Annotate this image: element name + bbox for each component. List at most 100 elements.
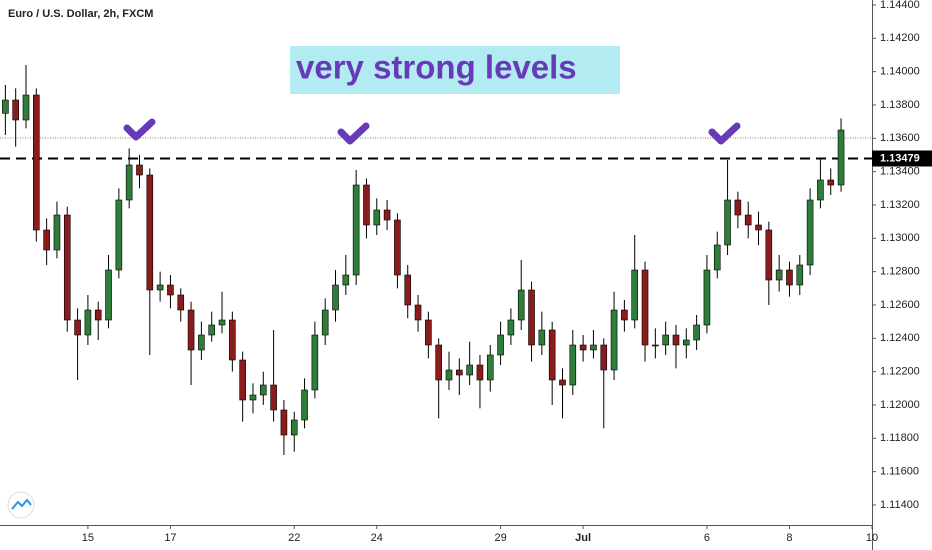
candle-body (332, 284, 339, 311)
x-tick-label: 29 (494, 532, 506, 544)
check-mark (123, 118, 156, 141)
candle-body (352, 184, 360, 276)
x-tick-label: 24 (371, 532, 383, 544)
candle-body (218, 319, 226, 326)
candle-body (12, 99, 19, 121)
candle-body (301, 389, 308, 421)
candle-body (2, 99, 9, 114)
x-tick-label: 15 (82, 532, 94, 544)
candle-body (136, 164, 143, 176)
y-tick-label: 1.13600 (880, 132, 920, 144)
candle-body (363, 184, 370, 226)
candle-body (208, 324, 216, 336)
candle-body (652, 344, 659, 347)
candle-body (569, 344, 577, 386)
candle-body (404, 274, 412, 306)
candle-body (827, 179, 835, 186)
candle-body (270, 384, 277, 411)
candle-body (425, 319, 432, 346)
candle-body (435, 344, 442, 381)
candle-body (280, 409, 288, 436)
level-label: 1.13479 (880, 152, 920, 164)
candle-body (156, 284, 164, 291)
candle-body (115, 199, 123, 271)
candle-body (579, 344, 587, 351)
candle-body (713, 244, 721, 271)
candle-body (321, 309, 329, 336)
candle-body (631, 269, 639, 321)
y-tick-label: 1.14000 (880, 66, 920, 78)
y-tick-label: 1.13800 (880, 99, 920, 111)
candle-body (22, 94, 30, 121)
candle-body (765, 229, 773, 281)
candle-body (43, 229, 50, 251)
y-tick-label: 1.11800 (880, 432, 919, 444)
x-tick-label: 8 (786, 532, 792, 544)
plot (0, 65, 872, 455)
y-tick-label: 1.13200 (880, 199, 920, 211)
candle-body (456, 369, 463, 376)
y-tick-label: 1.13000 (880, 232, 920, 244)
y-tick-label: 1.12200 (880, 366, 920, 378)
candle-body (198, 334, 205, 351)
candle-body (806, 199, 814, 266)
candle-body (548, 329, 556, 381)
y-tick-label: 1.12400 (880, 332, 920, 344)
candle-body (249, 394, 257, 401)
candle-body (610, 309, 618, 371)
check-marks (123, 118, 741, 145)
candle-body (259, 384, 267, 396)
level-label-box (872, 150, 932, 167)
candle-body (229, 319, 236, 361)
candle-body (621, 309, 628, 321)
y-tick-label: 1.11600 (880, 466, 919, 478)
candle-body (53, 214, 61, 251)
candle-body (775, 269, 783, 281)
candle-body (507, 319, 515, 336)
candle-body (755, 224, 762, 231)
annotation-text: very strong levels (296, 49, 577, 86)
candle-body (682, 339, 690, 346)
candle-body (476, 364, 484, 381)
candle-body (94, 309, 102, 321)
candle-body (672, 334, 680, 346)
candle-body (559, 379, 566, 386)
candle-body (445, 369, 453, 381)
x-tick-label: 17 (164, 532, 176, 544)
candle-body (311, 334, 319, 391)
candle-body (125, 164, 133, 201)
y-tick-label: 1.12600 (880, 299, 920, 311)
y-tick-label: 1.14200 (880, 32, 920, 44)
candle-body (383, 209, 391, 221)
y-tick-label: 1.11400 (880, 499, 919, 511)
candle-body (239, 359, 246, 401)
candle-body (693, 324, 700, 341)
candle-body (466, 364, 473, 376)
candle-body (837, 129, 845, 186)
candle-body (373, 209, 381, 226)
candle-body (84, 309, 92, 336)
y-tick-label: 1.12800 (880, 266, 920, 278)
y-tick-label: 1.12000 (880, 399, 920, 411)
candle-body (724, 199, 731, 246)
candle-body (394, 219, 401, 276)
candle-body (414, 304, 422, 321)
check-mark (708, 122, 741, 145)
candle-body (817, 179, 824, 201)
candle-body (703, 269, 711, 326)
chart-title: Euro / U.S. Dollar, 2h, FXCM (8, 8, 153, 20)
candle-body (497, 334, 504, 356)
annotation-box (290, 46, 620, 94)
y-tick-label: 1.13400 (880, 166, 920, 178)
x-tick-label: 22 (288, 532, 300, 544)
candle-body (600, 344, 608, 371)
candle-body (146, 174, 154, 291)
x-tick-label: 6 (704, 532, 710, 544)
y-tick-label: 1.14400 (880, 0, 920, 11)
candle-body (105, 269, 112, 321)
candle-body (177, 294, 185, 311)
candle-body (786, 269, 793, 286)
candle-body (590, 344, 597, 351)
candle-body (734, 199, 742, 216)
